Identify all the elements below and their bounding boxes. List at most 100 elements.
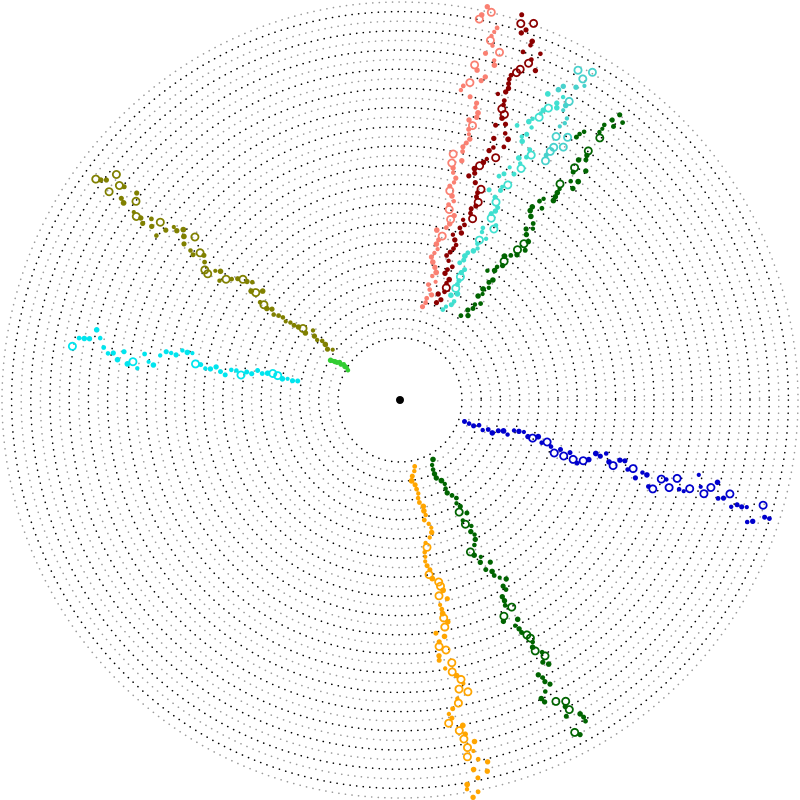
branch-ringed-marker [238, 274, 248, 284]
branch-dot [583, 157, 589, 163]
branch-dot [505, 85, 512, 92]
branch-dot [471, 552, 478, 558]
branch-ringed-marker [437, 231, 447, 241]
branch-dot [500, 618, 507, 625]
branch-dot [470, 794, 476, 800]
branch-dot [457, 225, 463, 231]
dotted-ring [68, 68, 732, 732]
branch-dot [513, 623, 518, 628]
branch-ringed-marker [516, 163, 526, 173]
branch-dot [458, 313, 464, 319]
branch-dot [519, 12, 525, 18]
dotted-ring [125, 125, 675, 675]
branch-dot [319, 338, 325, 344]
branch-dot [537, 198, 542, 204]
branch-dot [472, 542, 477, 548]
branch-dot [322, 341, 329, 348]
branch-dot [430, 456, 436, 463]
dotted-ring [164, 164, 636, 636]
branch-ringed-marker [474, 235, 484, 245]
branch-dot [173, 352, 179, 358]
branch-dot [181, 241, 187, 247]
dotted-ring [20, 20, 780, 780]
branch-dot [543, 689, 548, 694]
branch-dot [181, 233, 187, 240]
branch-ringed-marker [628, 464, 638, 474]
dotted-ring [29, 29, 771, 771]
branch-dot [577, 711, 583, 717]
branch-ringed-marker [543, 103, 553, 113]
branch-dot [460, 83, 466, 89]
branch-dot [451, 246, 456, 252]
branch-ringed-marker [516, 19, 526, 29]
branch-dot [207, 366, 214, 372]
branch-dot [734, 502, 740, 508]
branch-dot [575, 178, 582, 185]
branch-dot [544, 91, 551, 97]
branch-ringed-marker [454, 684, 464, 694]
branch-dot [434, 227, 440, 233]
branch-dot [412, 482, 418, 488]
branch-ringed-marker [561, 696, 571, 706]
branch-dot [744, 519, 750, 525]
branch-dot [184, 349, 191, 356]
branch-dot [465, 307, 471, 313]
branch-dot [462, 419, 467, 424]
branch-dot [573, 134, 579, 140]
branch-dot [561, 108, 566, 113]
branch-dot [573, 84, 579, 90]
branch-dot [548, 444, 554, 449]
branch-dot [540, 675, 546, 680]
branch-ringed-marker [549, 448, 559, 458]
branch-dot [324, 346, 331, 352]
dotted-ring [87, 87, 713, 713]
branch-dot [423, 300, 428, 306]
branch-dot [103, 177, 109, 183]
branch-dot [417, 500, 422, 505]
branch-dot [453, 175, 459, 181]
branch-dot [622, 458, 628, 464]
branch-dot [443, 486, 448, 491]
branch-dot [501, 98, 507, 103]
branch-dot [492, 58, 497, 63]
branch-dot [482, 50, 489, 56]
branch-dot [97, 335, 103, 341]
branch-ringed-marker [465, 78, 475, 88]
branch-dot [140, 220, 146, 226]
branch-dot [472, 170, 478, 176]
branch-dot [426, 521, 431, 526]
branch-dot [257, 299, 263, 305]
salmon-branch [419, 3, 504, 310]
branch-dot [449, 264, 455, 270]
branch-ringed-marker [448, 149, 458, 159]
branch-ringed-marker [444, 718, 454, 728]
branch-dot [739, 504, 745, 510]
branch-dot [433, 279, 438, 284]
branch-dot [521, 429, 527, 435]
branch-dot [330, 347, 335, 352]
branch-dot [429, 462, 435, 468]
branch-dot [491, 573, 497, 578]
branch-dot [632, 475, 639, 481]
branch-dot [750, 518, 756, 524]
branch-dot [767, 516, 772, 521]
dotted-ring [269, 269, 530, 530]
branch-dot [602, 122, 607, 128]
branch-dot [475, 756, 481, 762]
branch-dot [416, 491, 421, 496]
branch-dot [443, 304, 449, 309]
branch-ringed-marker [525, 633, 535, 643]
branch-dot [617, 457, 623, 463]
branch-dot [560, 83, 566, 90]
branch-dot [458, 230, 465, 236]
dotted-ring [116, 116, 684, 684]
branch-dot [506, 76, 512, 82]
branch-ringed-marker [463, 687, 473, 697]
branch-dot [234, 368, 239, 373]
branch-dot [430, 259, 436, 265]
dark-green-upper-branch [458, 112, 625, 319]
branch-dot [443, 225, 449, 231]
branch-ringed-marker [236, 370, 246, 380]
branch-dot [163, 349, 169, 355]
branch-dot [453, 242, 459, 248]
